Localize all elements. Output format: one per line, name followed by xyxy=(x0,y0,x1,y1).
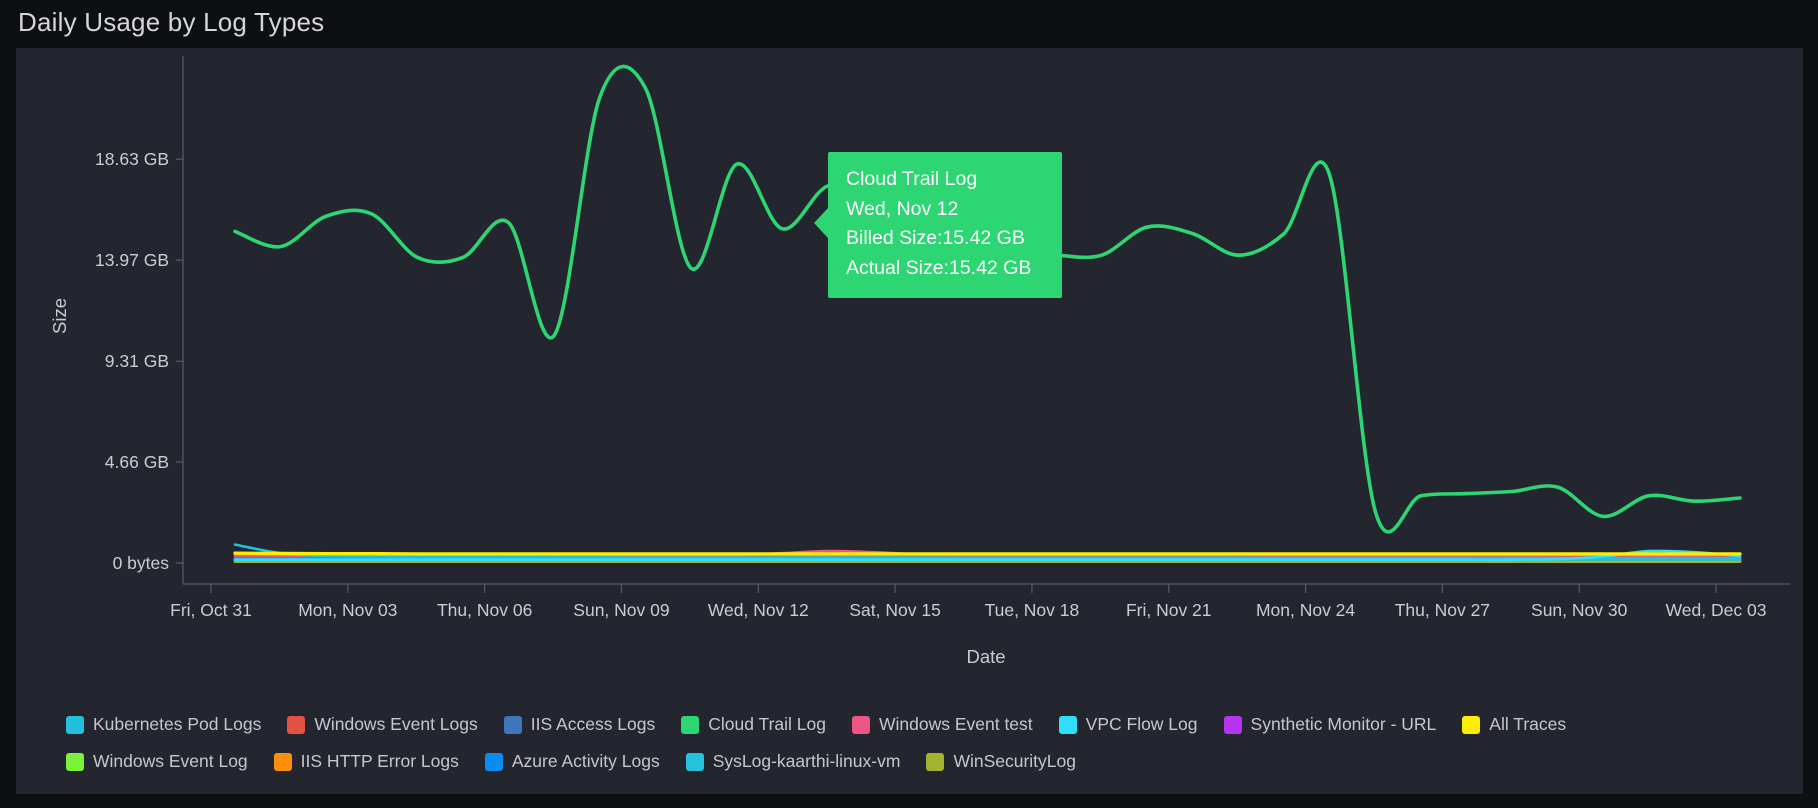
y-tick-label: 9.31 GB xyxy=(105,351,169,371)
x-tick-label: Sun, Nov 30 xyxy=(1531,600,1628,620)
legend-item-all-traces[interactable]: All Traces xyxy=(1462,714,1566,735)
tooltip-billed-size: Billed Size:15.42 GB xyxy=(846,227,1025,249)
legend-item-kubernetes-pod-logs[interactable]: Kubernetes Pod Logs xyxy=(66,714,261,735)
tooltip-actual-size: Actual Size:15.42 GB xyxy=(846,256,1032,279)
legend-swatch-azure-activity-logs xyxy=(484,752,503,771)
legend-swatch-vpc-flow-log xyxy=(1058,715,1077,734)
tooltip-series-name: Cloud Trail Log xyxy=(846,168,978,190)
legend-item-iis-http-error-logs[interactable]: IIS HTTP Error Logs xyxy=(273,751,459,772)
chart-tooltip: Cloud Trail Log Wed, Nov 12 Billed Size:… xyxy=(814,152,1062,298)
legend-item-windows-event-test[interactable]: Windows Event test xyxy=(851,714,1033,735)
x-tick-label: Fri, Oct 31 xyxy=(170,600,252,620)
legend-item-synthetic-monitor-url[interactable]: Synthetic Monitor - URL xyxy=(1223,714,1437,735)
legend-item-windows-event-log[interactable]: Windows Event Log xyxy=(66,751,248,772)
y-tick-label: 4.66 GB xyxy=(105,452,169,472)
legend-swatch-syslog-kaarthi-linux-vm xyxy=(685,752,704,771)
chart-panel: 0 bytes 4.66 GB 9.31 GB 13.97 GB 18.63 GB Fri… xyxy=(16,48,1803,794)
legend-swatch-iis-access-logs xyxy=(503,715,522,734)
legend-item-cloud-trail-log[interactable]: Cloud Trail Log xyxy=(681,714,826,735)
legend-swatch-windows-event-test xyxy=(851,715,870,734)
tooltip-date: Wed, Nov 12 xyxy=(846,197,959,220)
legend-item-winsecuritylog[interactable]: WinSecurityLog xyxy=(926,751,1076,772)
legend-label: IIS Access Logs xyxy=(530,714,656,734)
x-tick-label: Thu, Nov 27 xyxy=(1395,600,1490,620)
series-line-all-traces xyxy=(233,551,1742,556)
legend-label: SysLog-kaarthi-linux-vm xyxy=(712,751,901,771)
legend-label: WinSecurityLog xyxy=(953,751,1076,771)
x-tick-label: Thu, Nov 06 xyxy=(437,600,532,620)
x-tick-label: Wed, Dec 03 xyxy=(1666,600,1767,620)
x-axis-title: Date xyxy=(966,646,1006,667)
legend-item-windows-event-logs[interactable]: Windows Event Logs xyxy=(287,714,478,735)
x-tick-label: Wed, Nov 12 xyxy=(708,600,809,620)
legend-swatch-winsecuritylog xyxy=(926,752,945,771)
legend-label: Synthetic Monitor - URL xyxy=(1250,714,1437,734)
legend-item-iis-access-logs[interactable]: IIS Access Logs xyxy=(503,714,656,735)
legend-swatch-iis-http-error-logs xyxy=(273,752,292,771)
y-tick-label: 13.97 GB xyxy=(95,250,169,270)
y-axis-title: Size xyxy=(49,298,70,334)
legend-item-vpc-flow-log[interactable]: VPC Flow Log xyxy=(1058,714,1198,735)
page-title: Daily Usage by Log Types xyxy=(18,7,325,37)
x-tick-label: Fri, Nov 21 xyxy=(1126,600,1212,620)
x-tick-label: Mon, Nov 24 xyxy=(1256,600,1355,620)
legend-swatch-kubernetes-pod-logs xyxy=(66,715,84,734)
series-line-kubernetes-pod-logs xyxy=(233,543,1742,560)
x-tick-label: Tue, Nov 18 xyxy=(985,600,1080,620)
legend-label: IIS HTTP Error Logs xyxy=(300,751,459,771)
legend-swatch-windows-event-logs xyxy=(287,715,306,734)
x-tick-label: Mon, Nov 03 xyxy=(298,600,397,620)
legend-label: Kubernetes Pod Logs xyxy=(93,714,262,734)
legend-label: VPC Flow Log xyxy=(1085,714,1198,734)
legend-label: Windows Event Log xyxy=(93,751,248,771)
daily-usage-line-chart[interactable]: 0 bytes 4.66 GB 9.31 GB 13.97 GB 18.63 GB Fri… xyxy=(16,48,1803,708)
legend-label: Windows Event Logs xyxy=(314,714,478,734)
series-line-cloud-trail-log xyxy=(233,64,1742,534)
legend-label: All Traces xyxy=(1489,714,1567,734)
x-tick-label: Sat, Nov 15 xyxy=(849,600,940,620)
legend-item-azure-activity-logs[interactable]: Azure Activity Logs xyxy=(484,751,660,772)
legend-label: Azure Activity Logs xyxy=(511,751,660,771)
legend-swatch-all-traces xyxy=(1462,715,1481,734)
series-line-vpc-flow-log xyxy=(233,549,1742,562)
legend-swatch-synthetic-monitor-url xyxy=(1223,715,1242,734)
legend-swatch-windows-event-log xyxy=(66,752,84,771)
legend-label: Windows Event test xyxy=(878,714,1033,734)
tooltip-arrow xyxy=(814,208,828,238)
legend-label: Cloud Trail Log xyxy=(708,714,826,734)
x-tick-label: Sun, Nov 09 xyxy=(573,600,669,620)
y-tick-label: 0 bytes xyxy=(113,553,170,573)
y-tick-label: 18.63 GB xyxy=(95,149,169,169)
legend-swatch-cloud-trail-log xyxy=(681,715,700,734)
legend-item-syslog-kaarthi-linux-vm[interactable]: SysLog-kaarthi-linux-vm xyxy=(685,751,901,772)
legend: Kubernetes Pod Logs Windows Event Logs IIS… xyxy=(66,714,1758,772)
